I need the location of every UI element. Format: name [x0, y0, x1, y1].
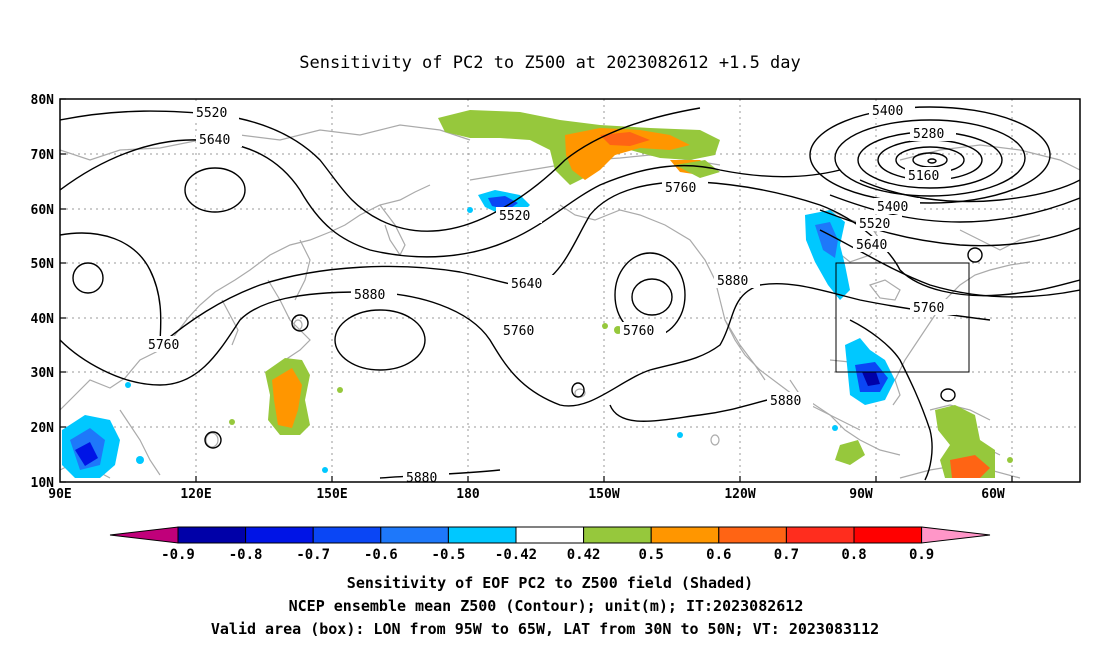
- contour-labels: 5520 5640 5520 5640 5760 5880 5760 5760 …: [145, 102, 956, 486]
- contour-label: 5760: [913, 301, 944, 316]
- lat-label: 10N: [31, 476, 55, 491]
- contour-label: 5520: [859, 217, 890, 232]
- colorbar-high-arrow: [921, 526, 991, 544]
- colorbar-label: 0.9: [909, 547, 934, 563]
- colorbar-label: -0.7: [296, 547, 330, 563]
- colorbar-bin: [785, 526, 855, 544]
- contour-label: 5760: [148, 338, 179, 353]
- colorbar: [109, 526, 991, 544]
- contour-label: 5760: [665, 181, 696, 196]
- colorbar-label: 0.6: [706, 547, 731, 563]
- colorbar-label: -0.42: [495, 547, 537, 563]
- colorbar-bin: [515, 526, 585, 544]
- contour-label: 5760: [503, 324, 534, 339]
- contour-label: 5520: [499, 209, 530, 224]
- colorbar-bin: [650, 526, 720, 544]
- contour-label: 5640: [856, 238, 887, 253]
- lon-label: 60W: [981, 487, 1005, 502]
- lon-label: 180: [456, 487, 480, 502]
- map-frame: [59, 98, 1081, 483]
- contour-label: 5880: [354, 288, 385, 303]
- contour-5880-main: [60, 282, 991, 407]
- shade-blue-bay-deep: [75, 442, 98, 466]
- shade-japan-orange: [272, 368, 302, 428]
- contour-label: 5880: [717, 274, 748, 289]
- graticule: [60, 99, 1080, 482]
- contour-5400-east: [859, 179, 1080, 203]
- colorbar-label: 0.42: [567, 547, 601, 563]
- contour-label: 5640: [511, 277, 542, 292]
- colorbar-bin: [177, 526, 247, 544]
- lon-label: 120E: [180, 487, 211, 502]
- colorbar-bin: [583, 526, 652, 544]
- shade-carib-orange: [950, 455, 990, 478]
- contour-5520-east: [829, 194, 1080, 223]
- colorbar-label: -0.9: [161, 547, 195, 563]
- shade-arctic-orange: [565, 128, 690, 180]
- contour-label: 5280: [913, 127, 944, 142]
- lat-label: 20N: [31, 421, 55, 436]
- sensitivity-shading: [62, 110, 1013, 478]
- contour-label: 5880: [406, 471, 437, 486]
- colorbar-label: 0.5: [639, 547, 664, 563]
- shade-green-small: [675, 160, 720, 178]
- shade-carib-green2: [835, 440, 865, 465]
- lon-label: 120W: [724, 487, 755, 502]
- colorbar-label: -0.6: [364, 547, 398, 563]
- contour-trough: [849, 319, 933, 481]
- colorbar-label: -0.8: [229, 547, 263, 563]
- colorbar-bin: [245, 526, 314, 544]
- colorbar-bin: [380, 526, 449, 544]
- lat-label: 70N: [31, 148, 55, 163]
- lat-label: 60N: [31, 203, 55, 218]
- map-contents: 5520 5640 5520 5640 5760 5880 5760 5760 …: [60, 99, 1080, 486]
- lon-label: 90W: [849, 487, 873, 502]
- lat-label: 80N: [31, 93, 55, 108]
- colorbar-bin: [447, 526, 517, 544]
- closed-low: [809, 106, 1051, 204]
- lat-labels: 80N 70N 60N 50N 40N 30N 20N 10N: [31, 93, 55, 491]
- colorbar-label: -0.5: [432, 547, 466, 563]
- shade-arctic-darkorange: [600, 132, 650, 146]
- caption-line-2: NCEP ensemble mean Z500 (Contour); unit(…: [289, 597, 804, 615]
- figure-title: Sensitivity of PC2 to Z500 at 2023082612…: [299, 53, 801, 73]
- contour-label: 5400: [872, 104, 903, 119]
- figure-caption: Sensitivity of EOF PC2 to Z500 field (Sh…: [211, 574, 879, 638]
- colorbar-bin: [853, 526, 923, 544]
- lat-label: 50N: [31, 257, 55, 272]
- lon-label: 90E: [48, 487, 71, 502]
- lat-label: 40N: [31, 312, 55, 327]
- colorbar-bin: [312, 526, 382, 544]
- axis-ticks: [60, 98, 1013, 483]
- colorbar-label: 0.7: [774, 547, 799, 563]
- contour-label: 5520: [196, 106, 227, 121]
- contour-label: 5760: [623, 324, 654, 339]
- lon-label: 150W: [588, 487, 619, 502]
- contour-label: 5160: [908, 169, 939, 184]
- colorbar-labels: -0.9 -0.8 -0.7 -0.6 -0.5 -0.42 0.42 0.5 …: [161, 547, 934, 563]
- contour-label: 5400: [877, 200, 908, 215]
- contour-5640-east: [819, 209, 1080, 247]
- colorbar-bin: [718, 526, 787, 544]
- colorbar-label: 0.8: [841, 547, 866, 563]
- shade-blue-canada: [805, 210, 850, 300]
- caption-line-1: Sensitivity of EOF PC2 to Z500 field (Sh…: [347, 574, 753, 592]
- shade-blue-bering-core: [488, 196, 518, 210]
- valid-area-box: [835, 262, 970, 373]
- contour-5880-low: [609, 394, 791, 422]
- shade-blue-gulf-deep: [862, 372, 880, 386]
- colorbar-low-arrow: [109, 526, 179, 544]
- contour-label: 5640: [199, 133, 230, 148]
- lon-label: 150E: [316, 487, 347, 502]
- caption-line-3: Valid area (box): LON from 95W to 65W, L…: [211, 620, 879, 638]
- closed-contours: [72, 167, 983, 449]
- lat-label: 30N: [31, 366, 55, 381]
- lon-labels: 90E 120E 150E 180 150W 120W 90W 60W: [48, 487, 1005, 502]
- contour-label: 5880: [770, 394, 801, 409]
